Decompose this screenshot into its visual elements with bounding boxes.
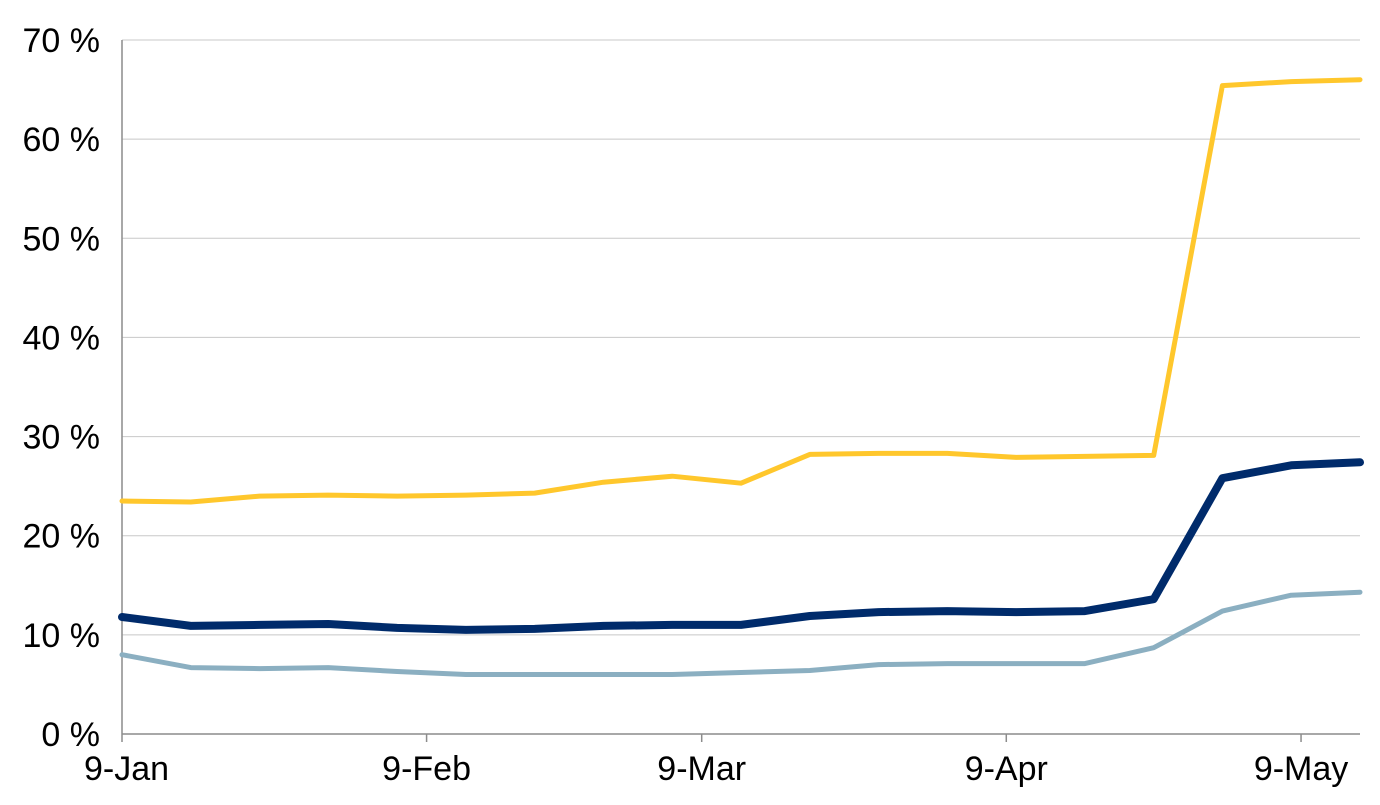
- x-tick-label: 9-Feb: [382, 750, 471, 788]
- y-tick-label: 40 %: [23, 319, 101, 357]
- y-tick-label: 50 %: [23, 220, 101, 258]
- y-tick-label: 70 %: [23, 22, 101, 60]
- tick-labels: 0 % 10 % 20 % 30 % 40 % 50 % 60 % 70 % 9-Jan 9-Fe…: [23, 22, 1349, 788]
- y-tick-label: 20 %: [23, 518, 101, 556]
- y-tick-label: 30 %: [23, 419, 101, 457]
- y-tick-label: 0 %: [41, 716, 100, 754]
- series-lines: [118, 77, 1364, 677]
- x-tick-label: 9-Mar: [657, 750, 746, 788]
- series-line-1: [119, 77, 1363, 505]
- y-tick-label: 10 %: [23, 617, 101, 655]
- x-tick-label: 9-Jan: [84, 750, 169, 788]
- series-line-3: [119, 589, 1363, 677]
- x-tick-label: 9-Apr: [965, 750, 1048, 788]
- gridlines: [122, 39, 1360, 636]
- y-tick-label: 60 %: [23, 121, 101, 159]
- x-tick-label: 9-May: [1254, 750, 1348, 788]
- series-line-2: [118, 458, 1364, 634]
